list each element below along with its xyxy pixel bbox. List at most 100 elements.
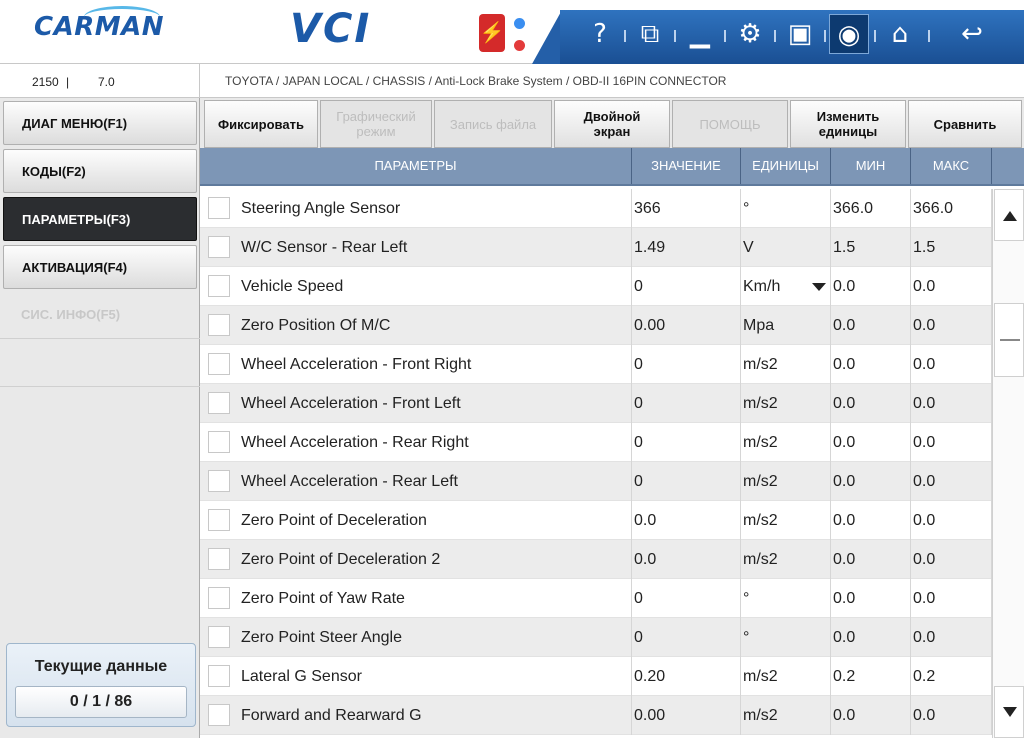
table-row[interactable]: Vehicle Speed 0 Km/h 0.0 0.0 [200,267,992,306]
table-row[interactable]: Zero Point of Deceleration 2 0.0 m/s2 0.… [200,540,992,579]
help-icon[interactable]: ? [593,19,607,49]
max-cell: 0.0 [911,618,992,657]
sidebar: ДИАГ МЕНЮ(F1) КОДЫ(F2) ПАРАМЕТРЫ(F3) АКТ… [0,98,200,738]
row-checkbox[interactable] [208,587,230,609]
toolbar-separator [774,30,776,42]
sidebar-item-codes[interactable]: КОДЫ(F2) [3,149,197,193]
version-box: 2150 | 7.0 [0,64,200,98]
save-icon[interactable]: ▣ [787,19,813,49]
dual-screen-button[interactable]: Двойной экран [554,100,670,148]
min-cell: 0.2 [831,657,911,696]
breadcrumb: TOYOTA / JAPAN LOCAL / CHASSIS / Anti-Lo… [225,74,727,88]
row-checkbox[interactable] [208,704,230,726]
scroll-thumb[interactable] [994,303,1024,377]
row-checkbox[interactable] [208,314,230,336]
compare-button-label: Сравнить [933,116,997,132]
value-cell: 0.0 [632,540,741,579]
table-row[interactable]: W/C Sensor - Rear Left 1.49 V 1.5 1.5 [200,228,992,267]
dual-screen-label-line1: Двойной [583,109,641,124]
fix-button[interactable]: Фиксировать [204,100,318,148]
minimize-icon[interactable]: ▁ [690,19,710,49]
parameter-cell: Zero Point of Deceleration [200,501,632,540]
row-checkbox[interactable] [208,431,230,453]
row-checkbox[interactable] [208,509,230,531]
record-file-label: Запись файла [449,116,537,132]
row-checkbox[interactable] [208,392,230,414]
back-icon[interactable]: ↩ [961,19,983,49]
table-row[interactable]: Zero Point Steer Angle 0 ° 0.0 0.0 [200,618,992,657]
unit-dropdown[interactable]: Km/h [741,267,831,306]
unit-cell: m/s2 [741,462,831,501]
max-cell: 0.0 [911,267,992,306]
min-cell: 0.0 [831,306,911,345]
window-switch-icon[interactable]: ⧉ [640,19,660,49]
fix-button-label: Фиксировать [218,116,304,132]
chevron-down-icon[interactable] [812,283,826,291]
toolbar [560,10,1024,64]
table-row[interactable]: Wheel Acceleration - Rear Left 0 m/s2 0.… [200,462,992,501]
sidebar-item-parameters[interactable]: ПАРАМЕТРЫ(F3) [3,197,197,241]
row-checkbox[interactable] [208,665,230,687]
table-row[interactable]: Zero Point of Yaw Rate 0 ° 0.0 0.0 [200,579,992,618]
max-cell: 0.0 [911,462,992,501]
table-row[interactable]: Steering Angle Sensor 366 ° 366.0 366.0 [200,189,992,228]
min-cell: 0.0 [831,384,911,423]
scroll-down-button[interactable] [994,686,1024,738]
unit-cell: Mpa [741,306,831,345]
row-checkbox[interactable] [208,626,230,648]
sidebar-divider [0,338,200,339]
max-cell: 0.0 [911,579,992,618]
row-checkbox[interactable] [208,236,230,258]
parameter-cell: Steering Angle Sensor [200,189,632,228]
value-cell: 1.49 [632,228,741,267]
table-row[interactable]: Wheel Acceleration - Front Left 0 m/s2 0… [200,384,992,423]
table-row[interactable]: Zero Position Of M/C 0.00 Mpa 0.0 0.0 [200,306,992,345]
software-version: 7.0 [98,75,115,89]
sidebar-item-activation[interactable]: АКТИВАЦИЯ(F4) [3,245,197,289]
parameter-cell: Wheel Acceleration - Rear Right [200,423,632,462]
sidebar-divider [0,386,200,387]
help-button-label: ПОМОЩЬ [699,116,761,132]
row-checkbox[interactable] [208,275,230,297]
sidebar-item-diag-menu[interactable]: ДИАГ МЕНЮ(F1) [3,101,197,145]
compare-button[interactable]: Сравнить [908,100,1022,148]
min-cell: 0.0 [831,696,911,735]
table-row[interactable]: Lateral G Sensor 0.20 m/s2 0.2 0.2 [200,657,992,696]
min-cell: 0.0 [831,501,911,540]
change-units-button[interactable]: Изменить единицы [790,100,906,148]
table-row[interactable]: Zero Point of Deceleration 0.0 m/s2 0.0 … [200,501,992,540]
settings-icon[interactable]: ⚙ [738,19,762,49]
parameter-name: Lateral G Sensor [241,668,362,685]
parameter-cell: Wheel Acceleration - Front Left [200,384,632,423]
row-checkbox[interactable] [208,548,230,570]
row-checkbox[interactable] [208,197,230,219]
parameter-name: Zero Point of Deceleration 2 [241,551,441,568]
home-icon[interactable]: ⌂ [891,19,909,49]
max-cell: 366.0 [911,189,992,228]
row-checkbox[interactable] [208,353,230,375]
version-divider: | [66,75,70,89]
unit-cell: ° [741,618,831,657]
scroll-up-button[interactable] [994,189,1024,241]
graph-mode-label-line1: Графический [336,109,416,124]
table-row[interactable]: Wheel Acceleration - Rear Right 0 m/s2 0… [200,423,992,462]
value-cell: 366 [632,189,741,228]
parameter-cell: Forward and Rearward G [200,696,632,735]
value-cell: 0.00 [632,696,741,735]
table-row[interactable]: Wheel Acceleration - Front Right 0 m/s2 … [200,345,992,384]
parameter-cell: Zero Point Steer Angle [200,618,632,657]
min-cell: 0.0 [831,267,911,306]
min-cell: 0.0 [831,423,911,462]
scrollbar[interactable] [992,189,1024,738]
action-toolbar: Фиксировать Графический режим Запись фай… [200,98,1024,148]
parameter-table: Steering Angle Sensor 366 ° 366.0 366.0 … [200,189,992,738]
min-cell: 366.0 [831,189,911,228]
logo-arc [84,6,160,28]
value-cell: 0 [632,618,741,657]
row-checkbox[interactable] [208,470,230,492]
toolbar-separator [928,30,930,42]
table-row[interactable]: Forward and Rearward G 0.00 m/s2 0.0 0.0 [200,696,992,735]
camera-icon[interactable]: ◉ [829,14,869,54]
parameter-cell: Lateral G Sensor [200,657,632,696]
toolbar-edge [532,10,562,64]
